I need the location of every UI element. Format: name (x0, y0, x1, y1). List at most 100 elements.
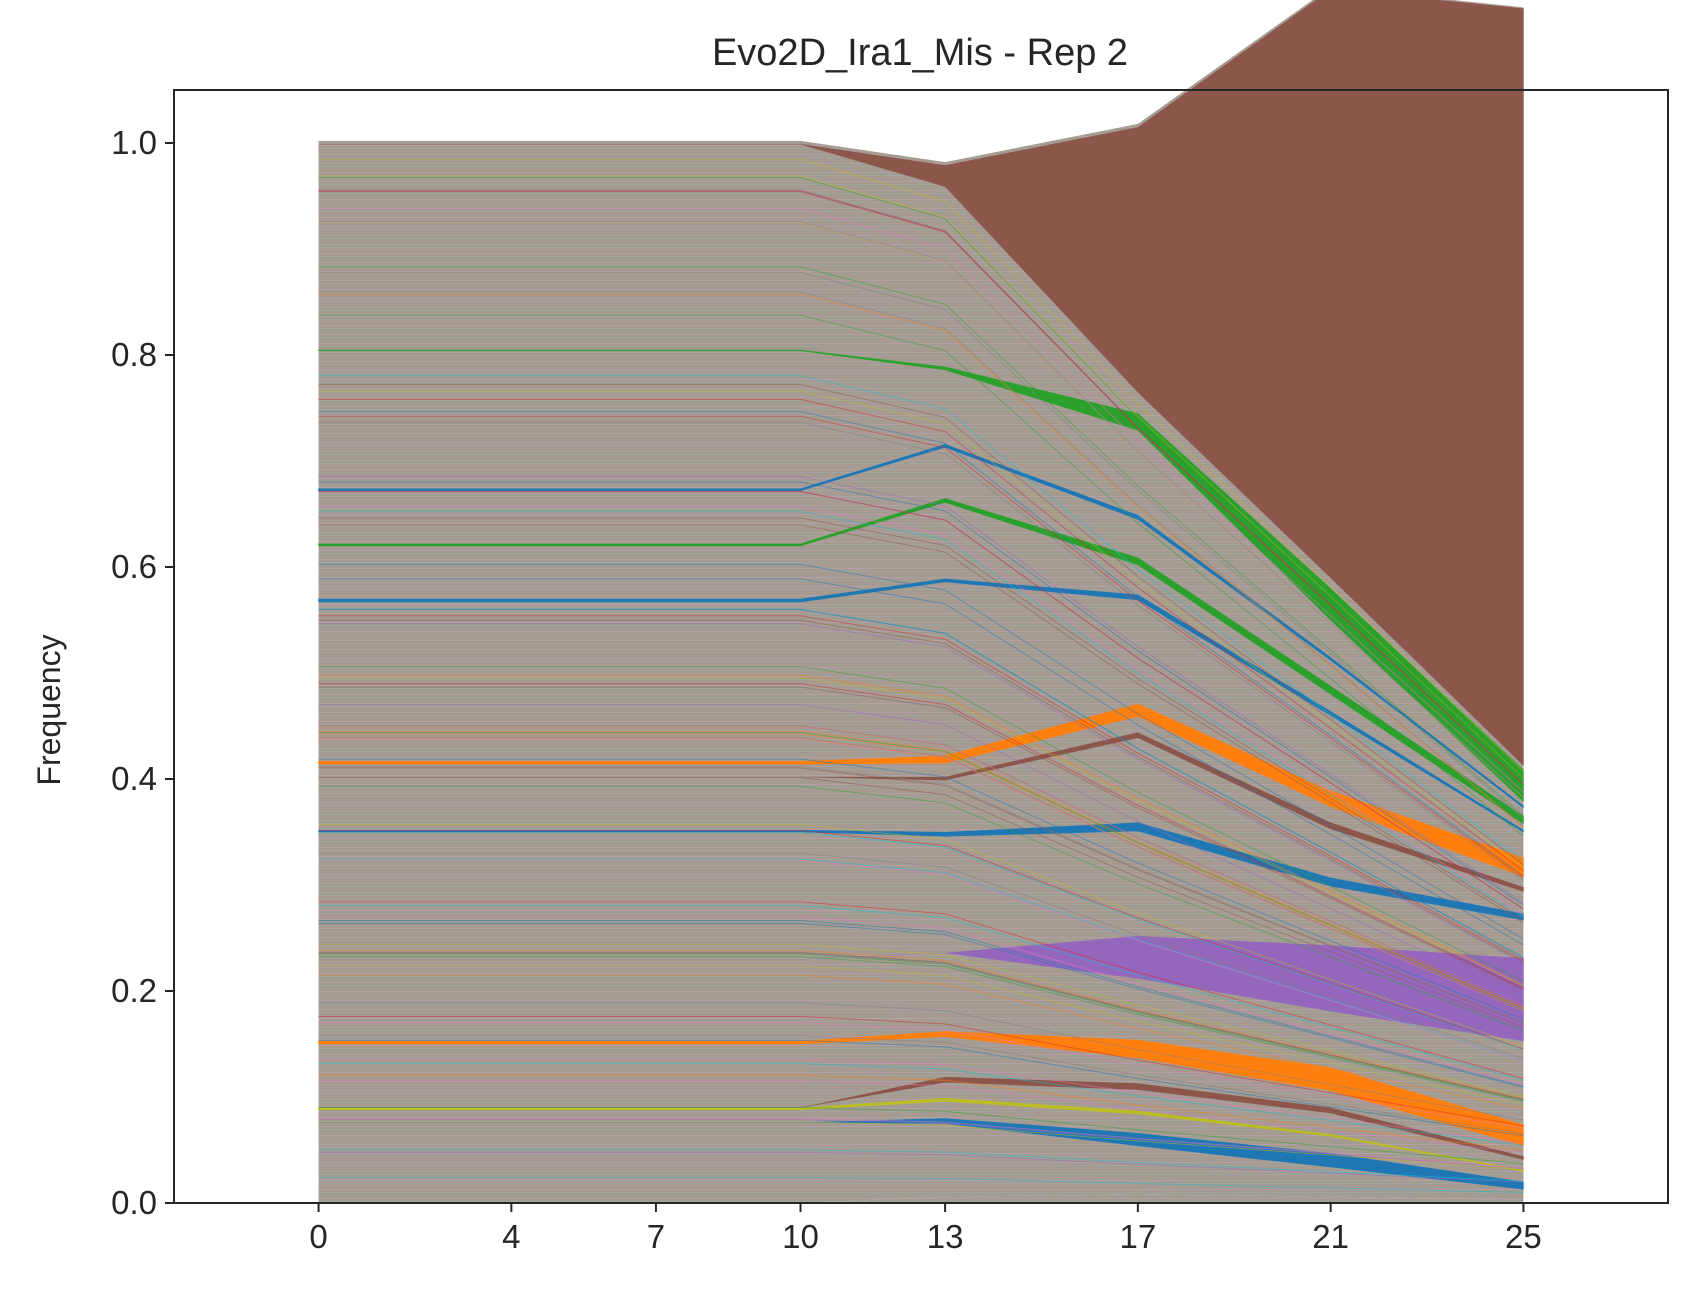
lineage-stripe (318, 686, 1524, 991)
area-series-19 (318, 502, 1524, 830)
lineage-stripe (318, 578, 1524, 946)
lineage-stripe (318, 1152, 1524, 1183)
lineage-stripe (318, 390, 1524, 868)
lineage-stripe (318, 1074, 1524, 1151)
lineage-stripe (318, 905, 1524, 1081)
x-tick-label: 7 (647, 1218, 665, 1255)
lineage-stripe (318, 683, 1524, 989)
x-tick-label: 25 (1505, 1218, 1542, 1255)
lineage-stripe (318, 916, 1524, 1086)
x-tick-label: 17 (1120, 1218, 1157, 1255)
lineage-stripe (318, 785, 1524, 1032)
chart-title: Evo2D_Ira1_Mis - Rep 2 (712, 32, 1128, 74)
lineage-stripe (318, 421, 1524, 881)
lineage-stripe (318, 725, 1524, 1007)
area-series-25 (318, 144, 1524, 770)
lineage-stripe (318, 1002, 1524, 1121)
lineage-stripe (318, 944, 1524, 1097)
lineage-stripe (318, 271, 1524, 819)
lineage-stripe (318, 733, 1524, 1010)
lineage-stripe (318, 858, 1524, 1062)
lineage-stripe (318, 1177, 1524, 1193)
x-tick-label: 13 (927, 1218, 964, 1255)
area-series-3 (318, 1101, 1524, 1182)
lineage-stripe (318, 674, 1524, 986)
lineage-stripe (318, 564, 1524, 940)
lineage-stripe (318, 511, 1524, 918)
lineage-stripe (318, 411, 1524, 877)
lineage-stripe (318, 737, 1524, 1012)
y-tick-label: 0.0 (111, 1184, 157, 1221)
lineage-stripe (318, 777, 1524, 1028)
lineage-stripe (318, 953, 1524, 1101)
x-tick-label: 4 (502, 1218, 520, 1255)
lineage-stripe (318, 823, 1524, 1047)
area-series-7 (318, 1036, 1524, 1157)
lineage-stripe (318, 1058, 1524, 1144)
lineage-stripe (318, 1118, 1524, 1169)
lineage-stripe (318, 1035, 1524, 1135)
lineage-stripes (318, 158, 1524, 1193)
lineage-stripe (318, 951, 1524, 1100)
lineage-stripe (318, 175, 1524, 779)
lineage-stripe (318, 767, 1524, 1024)
lineage-stripe (318, 293, 1524, 828)
lineage-stripe (318, 965, 1524, 1106)
area-series-13 (318, 737, 1524, 914)
lineage-stripe (318, 189, 1524, 785)
y-tick-label: 0.6 (111, 548, 157, 585)
lineage-stripe (318, 859, 1524, 1062)
lineage-stripe (318, 384, 1524, 866)
lineage-stripe (318, 852, 1524, 1059)
plot-frame (173, 89, 1669, 1204)
lineage-stripe (318, 158, 1524, 772)
x-tick-label: 10 (782, 1218, 819, 1255)
lineage-stripe (318, 177, 1524, 780)
area-series-23 (318, 350, 1524, 806)
x-tick-label: 21 (1312, 1218, 1349, 1255)
lineage-stripe (318, 922, 1524, 1088)
area-series-21 (318, 447, 1524, 817)
lineage-stripe (318, 291, 1524, 827)
axes: 0 4 7 10 13 17 21 25 0.0 0.2 0.4 0.6 0.8 1.0 (111, 89, 1669, 1255)
lineage-stripe (318, 415, 1524, 879)
lineage-stripe (318, 1039, 1524, 1137)
lineage-stripe (318, 398, 1524, 872)
lineage-stripe (318, 1107, 1524, 1164)
lineage-stripe (318, 314, 1524, 837)
lineage-stripe (318, 666, 1524, 982)
lineage-stripe (318, 901, 1524, 1079)
lineage-stripe (318, 956, 1524, 1102)
lineage-stripe (318, 266, 1524, 817)
lineage-stripe (318, 765, 1524, 1023)
lineage-stripe (318, 191, 1524, 786)
lineage-stripe (318, 524, 1524, 924)
lineage-stripe (318, 615, 1524, 961)
y-tick-label: 0.4 (111, 760, 157, 797)
lineage-stripe (318, 831, 1524, 1051)
lineage-stripe (318, 623, 1524, 964)
lineage-stripe (318, 1121, 1524, 1170)
area-series-11 (318, 830, 1524, 960)
lineage-stripe (318, 619, 1524, 963)
area-series-0 (318, 1194, 1524, 1203)
lineage-stripe (318, 1080, 1524, 1153)
lineage-stripe (318, 830, 1524, 1050)
lineage-stripe (318, 1015, 1524, 1127)
y-tick-label: 0.2 (111, 972, 157, 1009)
area-series-layer (318, 0, 1524, 1203)
lineage-stripe (318, 758, 1524, 1020)
lineage-stripe (318, 517, 1524, 921)
lineage-stripe (318, 920, 1524, 1087)
lineage-stripe (318, 491, 1524, 910)
lineage-stripe (318, 704, 1524, 998)
lineage-stripe (318, 481, 1524, 906)
area-series-1 (318, 1122, 1524, 1203)
lineage-stripe (318, 1149, 1524, 1182)
lineage-stripe (318, 506, 1524, 916)
lineage-stripe (318, 476, 1524, 904)
lineage-stripe (318, 208, 1524, 793)
lineage-stripe (318, 375, 1524, 862)
